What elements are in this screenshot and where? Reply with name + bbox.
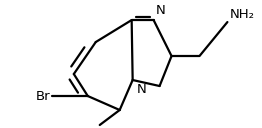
Text: NH₂: NH₂ (230, 8, 255, 21)
Text: N: N (156, 4, 165, 17)
Text: Br: Br (36, 89, 51, 103)
Text: N: N (137, 83, 146, 96)
